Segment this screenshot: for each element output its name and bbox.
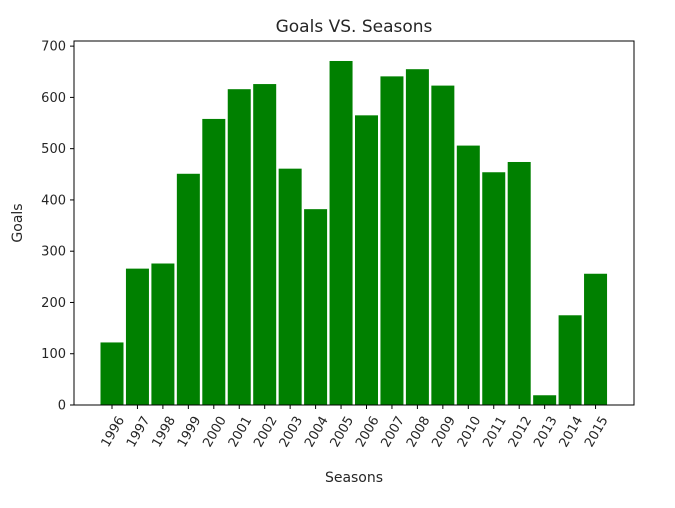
x-tick-label: 2006: [353, 414, 383, 450]
bar-2014: [558, 315, 582, 405]
y-tick-label: 600: [41, 91, 66, 106]
x-tick-label: 2004: [302, 414, 332, 450]
x-tick-label: 2005: [328, 414, 358, 450]
x-tick-label: 2015: [582, 414, 612, 450]
x-tick-label: 2000: [200, 414, 230, 450]
bar-2008: [405, 69, 429, 405]
x-tick-label: 1997: [124, 414, 154, 450]
bar-2013: [533, 395, 557, 405]
y-tick-label: 700: [41, 40, 66, 55]
bar-2002: [253, 84, 277, 405]
bar-2001: [227, 89, 251, 405]
x-tick-label: 2011: [480, 414, 510, 450]
y-tick-label: 0: [58, 399, 66, 414]
bar-2007: [380, 76, 404, 406]
y-tick-label: 500: [41, 142, 66, 157]
bar-2000: [202, 118, 226, 406]
y-tick-label: 400: [41, 193, 66, 208]
bar-1997: [125, 268, 149, 405]
y-tick-label: 300: [41, 245, 66, 260]
bar-1996: [100, 342, 124, 405]
bars-group: [100, 60, 608, 406]
bar-2009: [431, 85, 455, 405]
y-tick-label: 100: [41, 347, 66, 362]
chart-title: Goals VS. Seasons: [276, 17, 433, 37]
bar-2012: [507, 161, 531, 405]
x-axis: 1996199719981999200020012002200320042005…: [99, 405, 612, 450]
x-tick-label: 1999: [175, 414, 205, 450]
bar-2010: [456, 145, 480, 405]
bar-2005: [329, 60, 353, 406]
x-tick-label: 2012: [506, 414, 536, 450]
x-tick-label: 2009: [429, 414, 459, 450]
x-tick-label: 2013: [531, 414, 561, 450]
x-tick-label: 1996: [99, 414, 129, 450]
bar-1998: [151, 263, 175, 405]
x-tick-label: 2003: [277, 414, 307, 450]
bar-2015: [584, 273, 608, 405]
y-axis-label: Goals: [10, 203, 26, 242]
x-tick-label: 2007: [378, 414, 408, 450]
bar-1999: [176, 173, 200, 405]
bar-2006: [355, 115, 378, 405]
x-tick-label: 2014: [557, 414, 587, 450]
x-tick-label: 1998: [149, 414, 179, 450]
bar-2003: [278, 168, 302, 405]
bar-2011: [482, 172, 506, 405]
x-axis-label: Seasons: [325, 470, 383, 486]
x-tick-label: 2010: [455, 414, 485, 450]
x-tick-label: 2008: [404, 414, 434, 450]
y-axis: 0 100 200 300 400 500 600 700: [41, 40, 74, 414]
x-tick-label: 2001: [226, 414, 256, 450]
y-tick-label: 200: [41, 296, 66, 311]
plot-frame: [73, 40, 635, 406]
bar-2004: [304, 209, 328, 405]
x-tick-label: 2002: [251, 414, 281, 450]
